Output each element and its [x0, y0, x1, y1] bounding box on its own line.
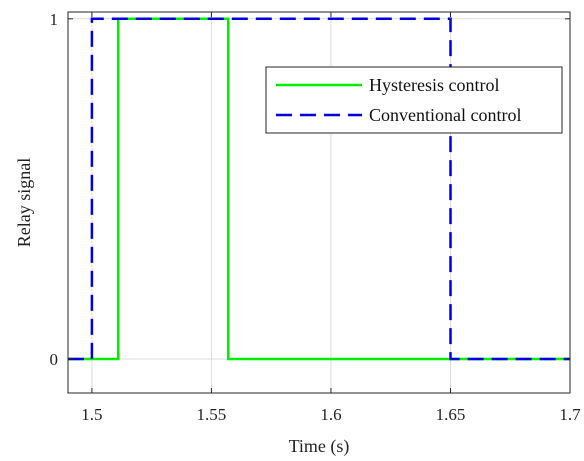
series-group: [68, 17, 570, 361]
y-tick-label: 0: [50, 350, 59, 369]
legend-box: [265, 66, 563, 134]
x-tick-label: 1.55: [197, 405, 227, 424]
plot-frame: [67, 11, 571, 394]
x-tick-label: 1.5: [81, 405, 102, 424]
axis-ticks: 1.5 1.55 1.6 1.65 1.7 0 1: [50, 10, 582, 424]
legend-label-hysteresis: Hysteresis control: [369, 75, 499, 95]
series-line-conventional: [68, 17, 570, 361]
x-tick-label: 1.6: [320, 405, 341, 424]
legend: Hysteresis control Conventional control: [265, 66, 563, 134]
y-axis-label: Relay signal: [14, 158, 34, 247]
x-tick-label: 1.65: [436, 405, 466, 424]
x-tick-label: 1.7: [559, 405, 581, 424]
x-axis-label: Time (s): [289, 436, 350, 457]
y-tick-label: 1: [50, 10, 59, 29]
legend-label-conventional: Conventional control: [369, 105, 521, 125]
